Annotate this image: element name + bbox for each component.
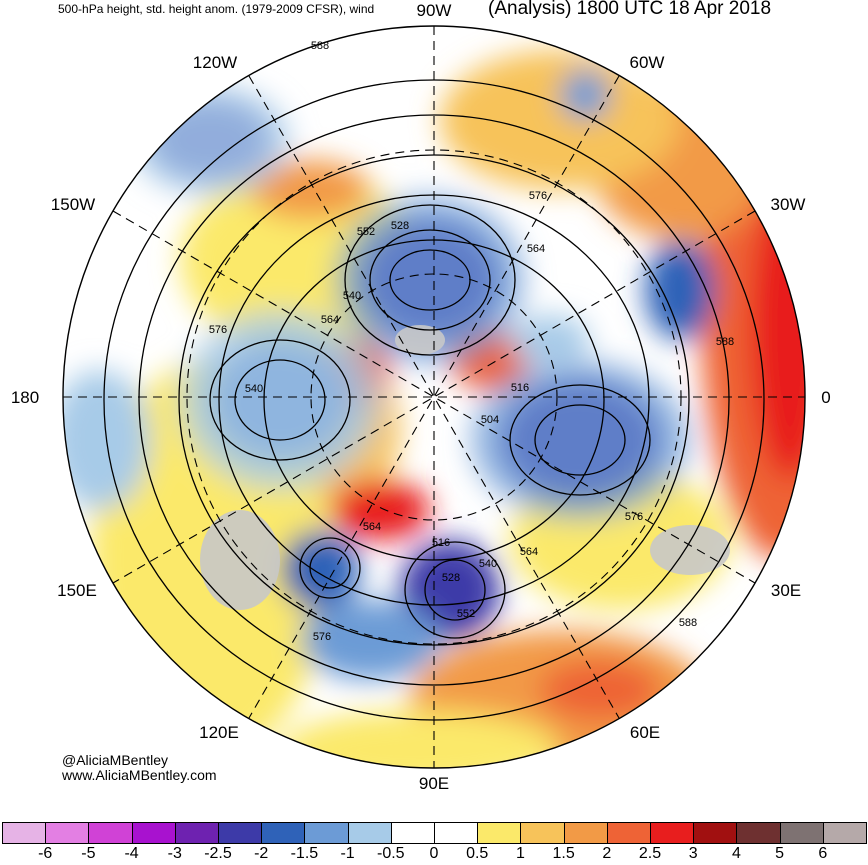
contour-label: 552	[457, 608, 475, 620]
contour-label: 564	[520, 546, 538, 558]
colorbar-tick-label: 6	[818, 845, 828, 862]
colorbar-tick-label: 2	[602, 845, 612, 862]
longitude-labels: 90W 60W 30W 0 30E 60E 90E 120E 150E 180 …	[11, 1, 831, 793]
credit-website: www.AliciaMBentley.com	[62, 767, 217, 783]
lon-label-120w: 120W	[193, 53, 237, 72]
colorbar-tick-label: 3	[688, 845, 698, 862]
contour-label: 576	[209, 324, 227, 336]
colorbar-swatch	[822, 822, 867, 844]
colorbar-swatch	[434, 822, 479, 844]
colorbar-tick-label: -2	[254, 845, 269, 862]
contour-label: 540	[479, 558, 497, 570]
contour-label: 516	[432, 537, 450, 549]
colorbar-tick-label: 0.5	[466, 845, 489, 862]
lon-label-0: 0	[821, 388, 830, 407]
lon-label-30w: 30W	[771, 195, 806, 214]
contour-label: 540	[343, 290, 361, 302]
colorbar-swatch	[736, 822, 781, 844]
colorbar-swatch	[606, 822, 651, 844]
lon-label-180: 180	[11, 388, 39, 407]
lon-label-30e: 30E	[771, 581, 801, 600]
contour-label: 588	[311, 40, 329, 52]
contour-label: 588	[679, 617, 697, 629]
lon-label-150w: 150W	[51, 195, 95, 214]
colorbar-tick-label: 0	[429, 845, 439, 862]
graticule	[63, 26, 805, 768]
contour-label: 504	[481, 414, 499, 426]
contour-label: 576	[625, 511, 643, 523]
contour-labels: 588 576 564 552 528 540 564 576 540 516 …	[209, 40, 734, 643]
credit-twitter: @AliciaMBentley	[62, 752, 169, 768]
contour-label: 564	[527, 243, 545, 255]
colorbar-tick-label: -6	[38, 845, 53, 862]
colorbar-tick-label: 1.5	[552, 845, 575, 862]
colorbar-tick-label: 2.5	[638, 845, 662, 862]
contour-label: 552	[357, 226, 375, 238]
lon-label-60e: 60E	[630, 723, 660, 742]
contour-label: 564	[321, 314, 339, 326]
colorbar-swatch	[563, 822, 608, 844]
colorbar-swatch	[693, 822, 738, 844]
colorbar-swatch	[45, 822, 90, 844]
colorbar-tick-label: -0.5	[377, 845, 405, 862]
contour-label: 528	[391, 220, 409, 232]
map-title: 500-hPa height, std. height anom. (1979-…	[58, 2, 375, 16]
colorbar-swatch	[779, 822, 824, 844]
colorbar-swatch	[650, 822, 695, 844]
colorbar-swatch	[131, 822, 176, 844]
colorbar-swatch	[261, 822, 306, 844]
lon-label-90w: 90W	[417, 1, 452, 20]
colorbar-tick-label: 4	[731, 845, 741, 862]
colorbar-swatch	[347, 822, 392, 844]
colorbar-tick-label: 5	[775, 845, 785, 862]
lon-label-150e: 150E	[57, 581, 97, 600]
colorbar-tick-label: -1.5	[290, 845, 319, 862]
contour-label: 564	[363, 521, 381, 533]
contour-label: 576	[529, 190, 547, 202]
lon-label-60w: 60W	[630, 53, 665, 72]
colorbar-tick-label: -3	[167, 845, 182, 862]
colorbar-tick-label: -4	[124, 845, 139, 862]
colorbar-tick-label: -5	[81, 845, 96, 862]
colorbar-swatch	[390, 822, 435, 844]
colorbar-swatch	[2, 822, 47, 844]
analysis-time: (Analysis) 1800 UTC 18 Apr 2018	[488, 0, 772, 19]
colorbar-swatch	[304, 822, 349, 844]
colorbar-swatch	[218, 822, 263, 844]
colorbar-tick-label: -1	[340, 845, 355, 862]
contour-label: 516	[511, 382, 529, 394]
contour-label: 576	[313, 631, 331, 643]
colorbar-swatch	[477, 822, 522, 844]
colorbar-swatch	[520, 822, 565, 844]
contour-label: 528	[442, 572, 460, 584]
lon-label-120e: 120E	[199, 723, 239, 742]
colorbar-swatch	[174, 822, 219, 844]
colorbar-swatch	[88, 822, 133, 844]
lon-label-90e: 90E	[419, 774, 449, 793]
colorbar-tick-label: -2.5	[204, 845, 232, 862]
map-boundary	[62, 25, 806, 769]
colorbar-tick-label: 1	[515, 845, 525, 862]
contour-label: 588	[716, 336, 734, 348]
contour-label: 540	[245, 383, 263, 395]
